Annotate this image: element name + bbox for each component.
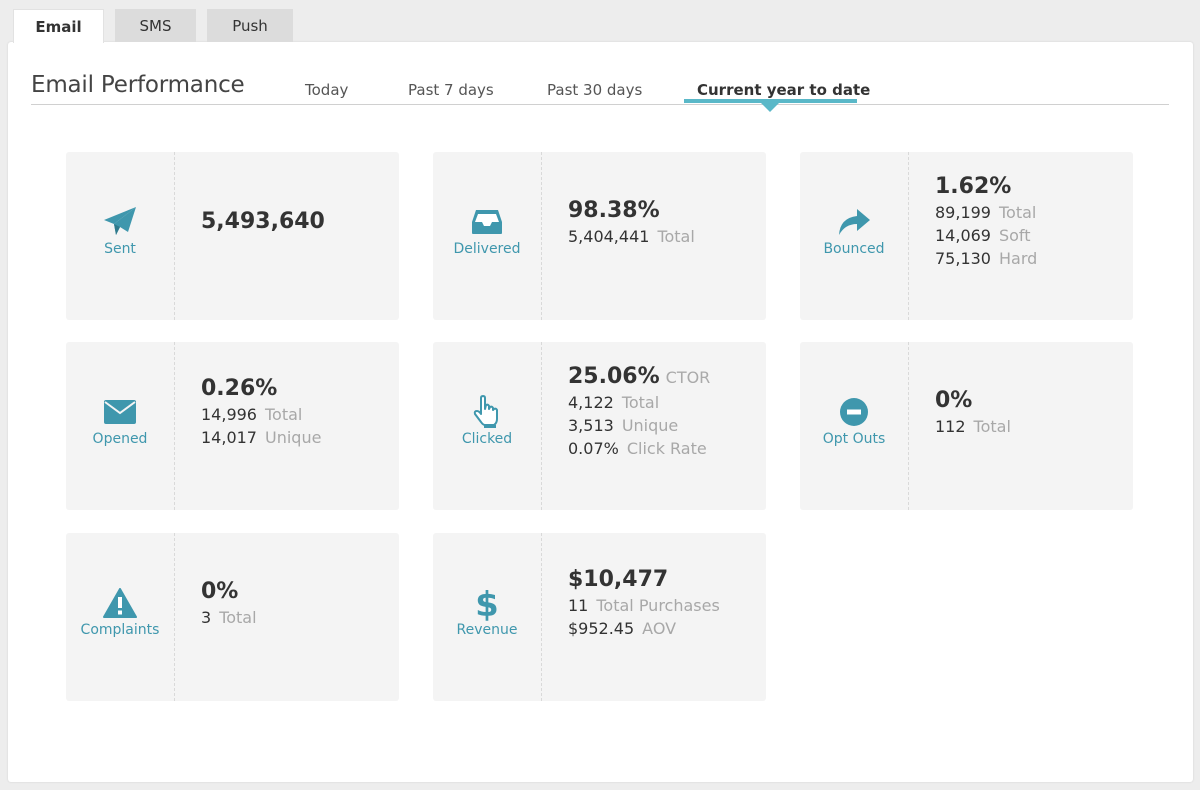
- stat-value-opened: 0.26%: [201, 376, 278, 401]
- paper-plane-icon: [102, 204, 138, 240]
- stat-label-clicked: Clicked: [461, 431, 513, 447]
- channel-tabs: Email SMS Push: [13, 9, 293, 43]
- envelope-icon: [102, 394, 138, 430]
- stat-value-sent: 5,493,640: [201, 209, 325, 234]
- active-range-caret: [761, 103, 779, 112]
- share-arrow-icon: [836, 204, 872, 240]
- stat-line: 14,069 Soft: [935, 226, 1031, 245]
- tab-sms[interactable]: SMS: [115, 9, 196, 42]
- stat-label-sent: Sent: [104, 241, 136, 257]
- pointer-hand-icon: [469, 394, 505, 430]
- minus-circle-icon: [836, 394, 872, 430]
- stat-line: 3 Total: [201, 608, 257, 627]
- stat-line: 89,199 Total: [935, 203, 1037, 222]
- stat-label-bounced: Bounced: [823, 241, 885, 257]
- active-range-underline: [684, 99, 857, 103]
- stat-card-revenue: $ Revenue $10,477 11 Total Purchases $952…: [433, 533, 766, 701]
- warning-icon: [102, 585, 138, 621]
- stat-line: 11 Total Purchases: [568, 596, 720, 615]
- stat-label-delivered: Delivered: [453, 241, 521, 257]
- dollar-icon: $: [469, 585, 505, 621]
- svg-text:$: $: [476, 585, 498, 621]
- stat-card-delivered: Delivered 98.38% 5,404,441 Total: [433, 152, 766, 320]
- panel-header: Email Performance Today Past 7 days Past…: [31, 72, 1169, 112]
- page-title: Email Performance: [31, 72, 245, 98]
- stat-label-opened: Opened: [92, 431, 148, 447]
- stat-line: 0.07% Click Rate: [568, 439, 707, 458]
- range-current-year-to-date[interactable]: Current year to date: [697, 81, 871, 99]
- stat-card-sent: Sent 5,493,640: [66, 152, 399, 320]
- stat-label-complaints: Complaints: [80, 622, 160, 638]
- performance-panel: Email Performance Today Past 7 days Past…: [8, 42, 1193, 782]
- stat-line: 3,513 Unique: [568, 416, 679, 435]
- stat-value-opt-outs: 0%: [935, 388, 973, 413]
- stat-card-bounced: Bounced 1.62% 89,199 Total 14,069 Soft 75,…: [800, 152, 1133, 320]
- stat-line: 75,130 Hard: [935, 249, 1038, 268]
- range-past-30-days[interactable]: Past 30 days: [547, 81, 643, 99]
- ctor-label: CTOR: [665, 368, 711, 387]
- tab-email[interactable]: Email: [13, 9, 104, 43]
- range-past-7-days[interactable]: Past 7 days: [408, 81, 494, 99]
- stat-line: $952.45 AOV: [568, 619, 677, 638]
- stat-card-complaints: Complaints 0% 3 Total: [66, 533, 399, 701]
- stat-line: 14,996 Total: [201, 405, 303, 424]
- stat-line: 4,122 Total: [568, 393, 660, 412]
- stat-line: 14,017 Unique: [201, 428, 322, 447]
- stat-value-clicked: 25.06% CTOR: [568, 364, 711, 389]
- range-today[interactable]: Today: [305, 81, 349, 99]
- stat-value-bounced: 1.62%: [935, 174, 1012, 199]
- stat-label-revenue: Revenue: [456, 622, 518, 638]
- stat-card-opened: Opened 0.26% 14,996 Total 14,017 Unique: [66, 342, 399, 510]
- stat-line: 112 Total: [935, 417, 1011, 436]
- stat-value-revenue: $10,477: [568, 567, 669, 592]
- inbox-icon: [469, 204, 505, 240]
- stat-label-opt-outs: Opt Outs: [822, 431, 886, 447]
- stat-value-complaints: 0%: [201, 579, 239, 604]
- tab-push[interactable]: Push: [207, 9, 293, 42]
- stat-card-clicked: Clicked 25.06% CTOR 4,122 Total 3,513 Uniqu…: [433, 342, 766, 510]
- stat-value-delivered: 98.38%: [568, 198, 660, 223]
- stat-line: 5,404,441 Total: [568, 227, 695, 246]
- stat-card-opt-outs: Opt Outs 0% 112 Total: [800, 342, 1133, 510]
